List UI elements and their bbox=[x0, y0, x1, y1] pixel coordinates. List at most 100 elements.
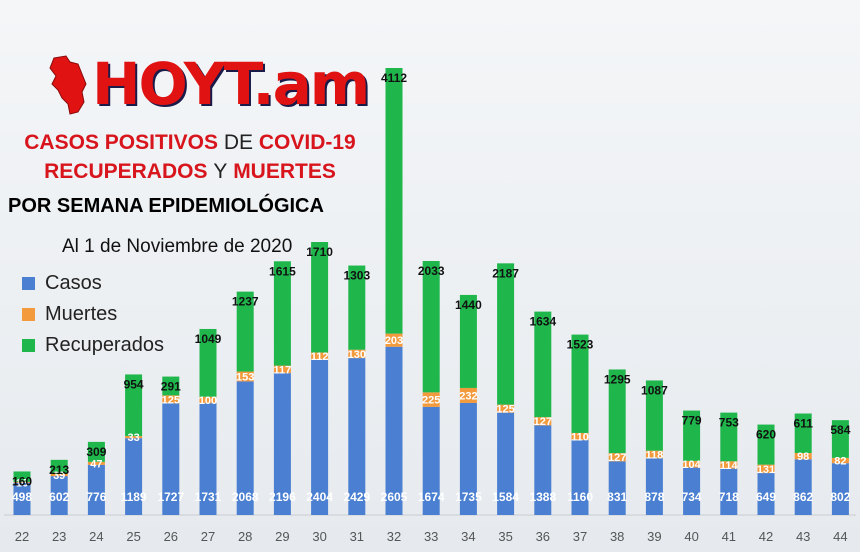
bar-casos-31 bbox=[348, 358, 366, 515]
label-muertes-33: 225 bbox=[422, 395, 440, 407]
label-recuperados-28: 1237 bbox=[232, 295, 259, 309]
label-casos-33: 1674 bbox=[418, 490, 445, 504]
bar-casos-37 bbox=[571, 440, 589, 515]
legend-swatch-casos bbox=[22, 277, 35, 290]
x-tick-29: 29 bbox=[275, 529, 289, 544]
bar-muertes-31 bbox=[348, 349, 366, 359]
label-casos-36: 1388 bbox=[529, 490, 556, 504]
legend-item-muertes: Muertes bbox=[22, 299, 164, 330]
bar-casos-22 bbox=[13, 482, 31, 515]
date-subtitle: Al 1 de Noviembre de 2020 bbox=[62, 236, 293, 257]
bar-casos-34 bbox=[459, 402, 477, 515]
x-tick-33: 33 bbox=[424, 529, 438, 544]
label-recuperados-31: 1303 bbox=[343, 269, 370, 283]
x-tick-32: 32 bbox=[387, 529, 401, 544]
bar-recuperados-31 bbox=[348, 265, 366, 350]
bar-recuperados-39 bbox=[645, 380, 663, 451]
label-muertes-31: 130 bbox=[348, 349, 366, 361]
label-muertes-42: 131 bbox=[757, 464, 775, 476]
label-muertes-22: 16 bbox=[16, 477, 28, 489]
bar-muertes-24 bbox=[87, 461, 105, 465]
bar-muertes-43 bbox=[794, 452, 812, 460]
label-recuperados-30: 1710 bbox=[306, 245, 333, 259]
label-casos-44: 802 bbox=[830, 490, 850, 504]
label-recuperados-32: 4112 bbox=[381, 71, 407, 85]
x-tick-35: 35 bbox=[498, 529, 512, 544]
label-recuperados-23: 213 bbox=[49, 463, 69, 477]
bar-recuperados-40 bbox=[683, 410, 701, 461]
bar-recuperados-28 bbox=[236, 291, 254, 372]
bar-muertes-36 bbox=[534, 417, 552, 426]
x-tick-31: 31 bbox=[350, 529, 364, 544]
label-casos-32: 2605 bbox=[381, 490, 408, 504]
label-casos-28: 2068 bbox=[232, 490, 259, 504]
label-muertes-23: 39 bbox=[53, 470, 65, 482]
bar-casos-40 bbox=[683, 467, 701, 515]
label-muertes-26: 125 bbox=[162, 394, 180, 406]
bar-casos-39 bbox=[645, 458, 663, 515]
bar-casos-29 bbox=[273, 373, 291, 515]
label-muertes-41: 114 bbox=[720, 460, 739, 472]
legend-label-recuperados: Recuperados bbox=[45, 334, 164, 356]
logo-text: HOYT.am bbox=[92, 50, 370, 118]
bar-casos-27 bbox=[199, 403, 217, 515]
bar-casos-32 bbox=[385, 346, 403, 515]
x-ticks-group: 22 23 24 25 26 27 28 29 30 31 32 33 34 35 36 37 38 39 40 41… bbox=[15, 529, 848, 544]
label-casos-37: 1160 bbox=[567, 490, 593, 504]
bar-casos-41 bbox=[720, 468, 738, 515]
label-recuperados-22: 160 bbox=[12, 474, 32, 488]
x-tick-27: 27 bbox=[201, 529, 215, 544]
title-muertes: MUERTES bbox=[233, 160, 336, 183]
label-muertes-27: 100 bbox=[199, 395, 217, 407]
bar-muertes-44 bbox=[831, 457, 849, 464]
bar-muertes-38 bbox=[608, 453, 626, 462]
label-recuperados-42: 620 bbox=[756, 428, 776, 442]
label-recuperados-37: 1523 bbox=[567, 338, 594, 352]
label-casos-39: 878 bbox=[644, 490, 664, 504]
bar-muertes-26 bbox=[162, 395, 180, 404]
bar-muertes-22 bbox=[13, 481, 31, 483]
armenia-map-icon bbox=[49, 55, 87, 115]
label-muertes-24: 47 bbox=[90, 458, 102, 470]
label-casos-26: 1727 bbox=[157, 490, 184, 504]
bar-muertes-34 bbox=[459, 387, 477, 403]
label-muertes-40: 104 bbox=[682, 459, 701, 471]
x-tick-39: 39 bbox=[647, 529, 661, 544]
label-muertes-30: 112 bbox=[311, 351, 329, 363]
legend-item-recuperados: Recuperados bbox=[22, 330, 164, 361]
bar-recuperados-42 bbox=[757, 424, 775, 465]
bar-recuperados-25 bbox=[125, 374, 143, 437]
label-casos-38: 831 bbox=[607, 490, 627, 504]
title-covid: COVID-19 bbox=[258, 131, 356, 154]
legend-item-casos: Casos bbox=[22, 268, 164, 299]
label-muertes-35: 125 bbox=[496, 404, 514, 416]
bar-recuperados-33 bbox=[422, 261, 440, 393]
bar-muertes-40 bbox=[683, 460, 701, 468]
label-muertes-38: 127 bbox=[608, 452, 626, 464]
bar-casos-36 bbox=[534, 425, 552, 515]
label-recuperados-40: 779 bbox=[682, 414, 702, 428]
bar-recuperados-43 bbox=[794, 413, 812, 453]
x-tick-42: 42 bbox=[759, 529, 773, 544]
x-tick-25: 25 bbox=[126, 529, 140, 544]
bar-casos-35 bbox=[497, 412, 515, 515]
x-tick-41: 41 bbox=[722, 529, 736, 544]
bars-group bbox=[13, 68, 849, 515]
bar-casos-24 bbox=[87, 464, 105, 515]
x-tick-38: 38 bbox=[610, 529, 624, 544]
x-tick-36: 36 bbox=[536, 529, 550, 544]
label-muertes-44: 82 bbox=[834, 456, 846, 468]
x-tick-43: 43 bbox=[796, 529, 810, 544]
bar-muertes-33 bbox=[422, 392, 440, 407]
legend-label-muertes: Muertes bbox=[45, 303, 118, 325]
bar-muertes-27 bbox=[199, 396, 217, 404]
x-tick-34: 34 bbox=[461, 529, 475, 544]
bar-muertes-23 bbox=[50, 473, 68, 477]
legend-swatch-muertes bbox=[22, 308, 35, 321]
bar-recuperados-36 bbox=[534, 311, 552, 418]
x-tick-30: 30 bbox=[312, 529, 326, 544]
label-muertes-34: 232 bbox=[459, 390, 477, 402]
label-recuperados-35: 2187 bbox=[492, 266, 519, 280]
title-line-1: CASOS POSITIVOS DE COVID-19 bbox=[10, 131, 370, 155]
